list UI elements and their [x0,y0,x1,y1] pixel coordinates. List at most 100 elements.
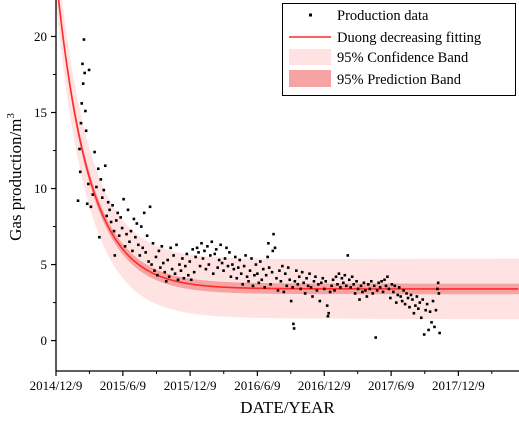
data-point [223,257,227,260]
data-point [216,266,219,269]
data-point [419,316,423,320]
data-point [333,289,336,292]
data-point [84,129,88,133]
data-point [109,220,113,224]
data-point [217,258,221,262]
data-point [129,229,133,233]
data-point [244,254,247,257]
data-point [207,263,211,266]
data-point [166,258,170,262]
data-point [292,327,296,330]
data-point [142,211,146,215]
y-axis-title-superscript: 3 [5,113,17,119]
data-point [414,304,417,307]
legend-label-prediction-band: 95% Prediction Band [337,72,462,88]
data-point [264,273,268,277]
data-point [239,272,243,275]
data-point [273,246,277,250]
data-point [306,284,310,288]
x-tick-label: 2016/6/9 [234,378,280,393]
data-point [389,296,392,300]
data-point [374,336,377,339]
data-point [141,246,145,250]
data-point [175,243,178,247]
data-point [81,82,85,85]
data-point [78,147,81,151]
data-point [213,252,217,256]
data-point [186,273,190,277]
y-tick-label: 5 [41,257,48,272]
data-point [364,289,367,292]
data-point [79,121,83,125]
data-point [295,269,298,272]
data-point [434,308,438,312]
data-point [346,254,350,257]
data-point [437,292,441,295]
data-point [359,284,363,288]
data-point [353,292,357,295]
data-point [326,314,330,318]
y-tick-label: 15 [34,105,47,120]
x-axis-title: DATE/YEAR [240,398,335,417]
data-point [377,281,380,285]
data-point [85,202,89,206]
data-point [378,286,382,289]
data-point [308,272,311,275]
data-point [386,275,389,279]
data-point [260,278,264,282]
data-point [195,246,199,250]
data-point [372,284,376,288]
data-point [347,278,351,282]
data-point [381,290,385,294]
data-point [132,217,136,221]
data-point [293,279,297,283]
data-point [176,278,180,282]
data-point [352,283,355,286]
data-point [135,222,139,225]
data-point [269,283,272,286]
data-point [238,258,242,262]
data-point [91,193,95,196]
data-point [214,248,218,251]
data-point [112,229,116,233]
data-point [256,272,259,275]
data-point [101,196,104,199]
data-point [272,232,275,236]
data-point [303,292,307,295]
data-point [408,305,411,309]
data-point [95,185,98,189]
data-point [267,266,271,269]
data-point [403,302,407,306]
data-point [286,266,290,269]
data-point [160,245,164,248]
data-point [305,276,308,280]
data-point [438,331,441,335]
data-point [358,298,361,301]
data-point [344,284,348,288]
data-point [99,178,103,181]
data-point [325,304,329,307]
data-point [209,254,212,257]
data-point [159,266,162,269]
data-point [399,295,402,298]
data-point [368,287,372,291]
x-tick-label: 2014/12/9 [30,378,83,393]
x-ticks: 2014/12/9 2015/6/9 2015/12/9 2016/6/9 2016/1… [30,371,493,393]
data-point [125,232,128,236]
data-point [284,272,287,275]
data-point [231,263,234,266]
data-point [311,295,314,298]
data-point [185,252,189,256]
data-point [206,245,209,248]
legend-marker-confidence-band [289,49,331,65]
data-point [356,287,360,291]
data-point [334,275,338,279]
data-point [297,275,301,279]
data-point [82,38,86,41]
data-point [219,243,222,247]
data-point [261,267,265,271]
data-point [81,62,84,66]
data-point [167,275,171,279]
data-point [247,279,250,283]
